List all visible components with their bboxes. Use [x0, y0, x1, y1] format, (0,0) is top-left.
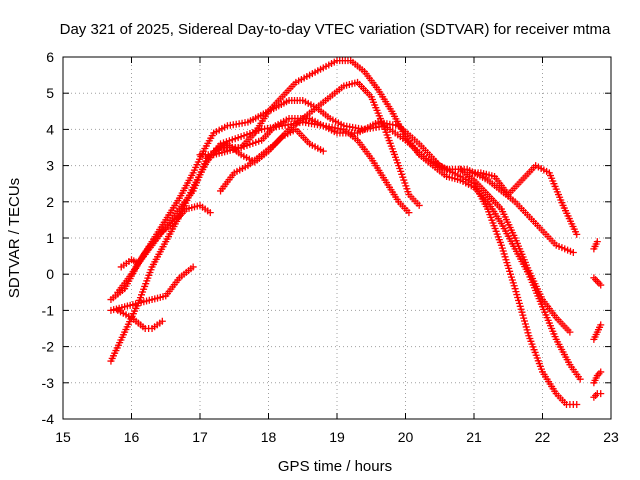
series-track-3 [107, 263, 197, 314]
x-tick-label: 16 [124, 429, 140, 445]
y-tick-label: 4 [46, 121, 54, 137]
x-tick-label: 19 [329, 429, 345, 445]
data-point [597, 321, 605, 329]
data-point [319, 147, 327, 155]
x-tick-label: 15 [55, 429, 71, 445]
data-point [206, 209, 214, 217]
data-point [576, 375, 584, 383]
y-tick-label: 1 [46, 230, 54, 246]
series-track-13 [590, 274, 605, 289]
data-point [597, 368, 605, 376]
plot-frame [62, 56, 612, 420]
y-axis-label: SDTVAR / TECUs [6, 178, 23, 298]
data-point [573, 401, 581, 409]
series-track-4 [114, 306, 166, 332]
y-tick-label: 0 [46, 266, 54, 282]
series-track-11 [456, 165, 574, 336]
y-tick-label: -2 [42, 339, 55, 355]
x-tick-label: 23 [603, 429, 619, 445]
y-tick-label: -4 [42, 411, 55, 427]
y-tick-label: 3 [46, 158, 54, 174]
data-point [158, 317, 166, 325]
grid-lines [63, 57, 611, 419]
series-track-9 [210, 125, 327, 166]
data-point [415, 201, 423, 209]
data-point [189, 263, 197, 271]
data-point [566, 328, 574, 336]
x-axis-label: GPS time / hours [278, 458, 392, 475]
y-tick-label: 2 [46, 194, 54, 210]
x-tick-label: 18 [261, 429, 277, 445]
data-point [597, 281, 605, 289]
data-point [597, 390, 605, 398]
x-tick-label: 21 [466, 429, 482, 445]
data-point [593, 238, 601, 246]
x-tick-label: 22 [535, 429, 551, 445]
data-point [573, 230, 581, 238]
series-track-12 [590, 238, 601, 253]
chart-title: Day 321 of 2025, Sidereal Day-to-day VTE… [60, 21, 611, 38]
y-tick-label: -1 [42, 302, 55, 318]
data-point [569, 248, 577, 256]
y-tick-label: -3 [42, 375, 55, 391]
y-tick-label: 6 [46, 49, 54, 65]
series-track-16 [590, 390, 605, 401]
series-track-15 [590, 368, 605, 387]
data-point [405, 209, 413, 217]
y-tick-label: 5 [46, 85, 54, 101]
x-tick-label: 17 [192, 429, 208, 445]
series-track-14 [590, 321, 605, 343]
series-track-6 [117, 115, 581, 409]
x-tick-label: 20 [398, 429, 414, 445]
data-points [107, 57, 605, 409]
